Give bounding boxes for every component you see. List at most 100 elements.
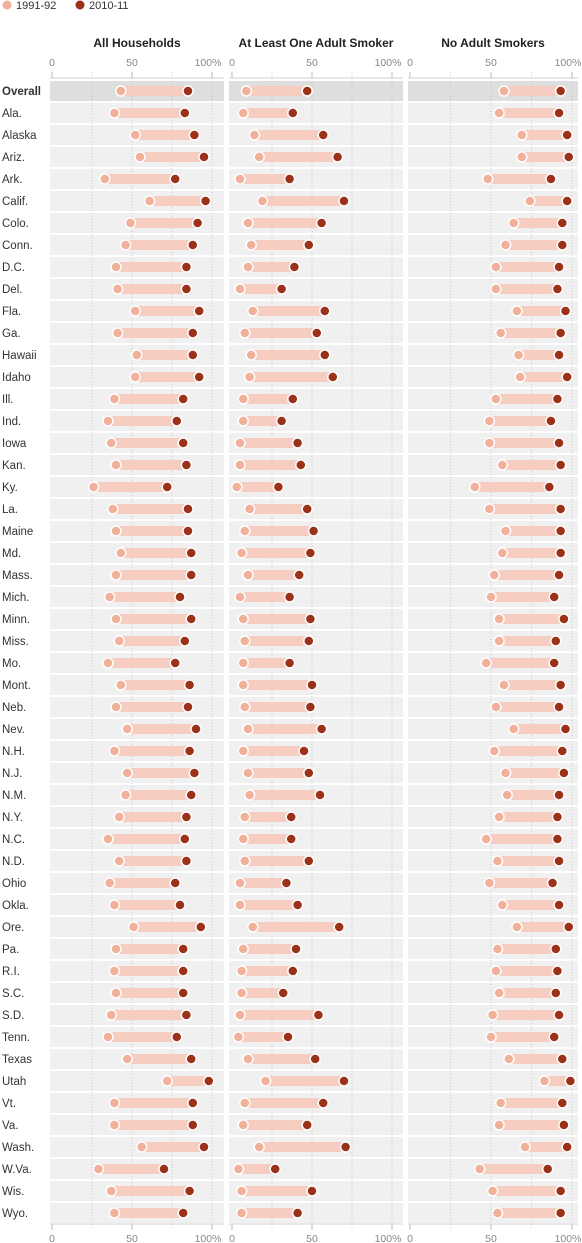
tick-label: 100% (195, 1233, 222, 1243)
point-2010-11 (183, 745, 196, 757)
point-1991-92 (493, 987, 505, 999)
range-bar (248, 570, 300, 580)
point-1991-92 (129, 305, 141, 317)
range-bar (243, 1120, 308, 1130)
point-2010-11 (561, 371, 573, 383)
range-bar (119, 812, 187, 822)
row-label: N.H. (2, 746, 25, 758)
point-1991-92 (239, 811, 251, 823)
range-bar (248, 724, 322, 734)
point-1991-92 (102, 415, 114, 427)
point-2010-11 (553, 855, 565, 867)
range-bar (505, 240, 563, 250)
point-1991-92 (507, 217, 520, 229)
point-2010-11 (561, 129, 573, 141)
point-1991-92 (237, 745, 249, 757)
row-label: Ark. (2, 174, 22, 186)
point-2010-11 (185, 1053, 197, 1065)
point-2010-11 (546, 877, 559, 889)
range-bar (116, 988, 184, 998)
point-2010-11 (315, 217, 328, 229)
point-1991-92 (499, 525, 512, 537)
range-bar (492, 1010, 560, 1020)
point-1991-92 (490, 965, 502, 977)
point-2010-11 (180, 811, 193, 823)
point-2010-11 (180, 855, 193, 867)
point-1991-92 (110, 987, 122, 999)
range-bar (120, 680, 190, 690)
point-2010-11 (554, 679, 567, 691)
point-2010-11 (314, 789, 326, 801)
row-label: Ky. (2, 482, 18, 494)
row-label: S.D. (2, 1010, 24, 1022)
point-2010-11 (554, 459, 567, 471)
point-1991-92 (488, 745, 500, 757)
point-1991-92 (113, 811, 125, 823)
point-2010-11 (188, 767, 201, 779)
point-2010-11 (331, 151, 344, 163)
row-label: Wis. (2, 1186, 24, 1198)
point-1991-92 (102, 1031, 114, 1043)
point-2010-11 (554, 327, 567, 339)
point-2010-11 (161, 481, 173, 493)
point-2010-11 (174, 591, 186, 603)
point-1991-92 (242, 767, 254, 779)
range-bar (503, 86, 561, 96)
tick-label: 0 (407, 1233, 413, 1243)
range-bar (141, 1142, 204, 1152)
range-bar (489, 504, 561, 514)
range-bar (259, 1142, 346, 1152)
row-label: Kan. (2, 460, 26, 472)
range-bar (499, 1120, 564, 1130)
point-1991-92 (243, 503, 256, 515)
point-1991-92 (235, 965, 248, 977)
range-bar (502, 900, 560, 910)
row-label: Overall (2, 86, 41, 98)
point-1991-92 (493, 613, 505, 625)
legend: 1991-92 2010-11 (2, 0, 129, 12)
point-2010-11 (550, 943, 562, 955)
point-2010-11 (306, 679, 318, 691)
range-bar (495, 394, 558, 404)
panel-title: No Adult Smokers (441, 36, 545, 50)
point-2010-11 (203, 1075, 215, 1087)
range-bar (119, 856, 187, 866)
point-1991-92 (129, 371, 141, 383)
range-bar (108, 416, 177, 426)
row-label: N.M. (2, 790, 26, 802)
point-1991-92 (108, 965, 121, 977)
range-bar (120, 86, 188, 96)
row-label: N.D. (2, 856, 25, 868)
point-1991-92 (108, 1097, 121, 1109)
panel-title: All Households (93, 36, 181, 50)
row-label: R.I. (2, 966, 20, 978)
range-bar (248, 1054, 316, 1064)
point-2010-11 (182, 701, 194, 713)
point-2010-11 (315, 723, 328, 735)
range-bar (109, 878, 176, 888)
point-2010-11 (199, 195, 212, 207)
range-bar (505, 526, 561, 536)
point-2010-11 (558, 767, 570, 779)
point-1991-92 (110, 943, 122, 955)
point-1991-92 (247, 305, 259, 317)
point-1991-92 (111, 327, 124, 339)
point-2010-11 (553, 349, 565, 361)
point-1991-92 (119, 239, 132, 251)
point-1991-92 (524, 195, 536, 207)
row-label: Wash. (2, 1142, 34, 1154)
point-2010-11 (317, 129, 329, 141)
range-bar (127, 768, 195, 778)
row-label: Calif. (2, 196, 28, 208)
point-1991-92 (247, 921, 259, 933)
range-bar (114, 900, 180, 910)
point-1991-92 (243, 789, 256, 801)
range-bar (240, 900, 298, 910)
tick-label: 100% (195, 57, 222, 69)
point-1991-92 (511, 921, 523, 933)
point-1991-92 (237, 613, 249, 625)
point-1991-92 (493, 107, 505, 119)
range-bar (167, 1076, 209, 1086)
range-bar (116, 614, 192, 624)
row-label: Hawaii (2, 350, 37, 362)
